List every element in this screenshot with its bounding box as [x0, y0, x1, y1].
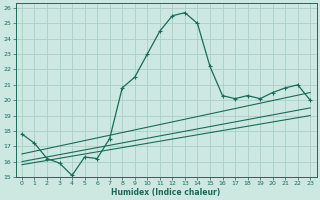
- X-axis label: Humidex (Indice chaleur): Humidex (Indice chaleur): [111, 188, 221, 197]
